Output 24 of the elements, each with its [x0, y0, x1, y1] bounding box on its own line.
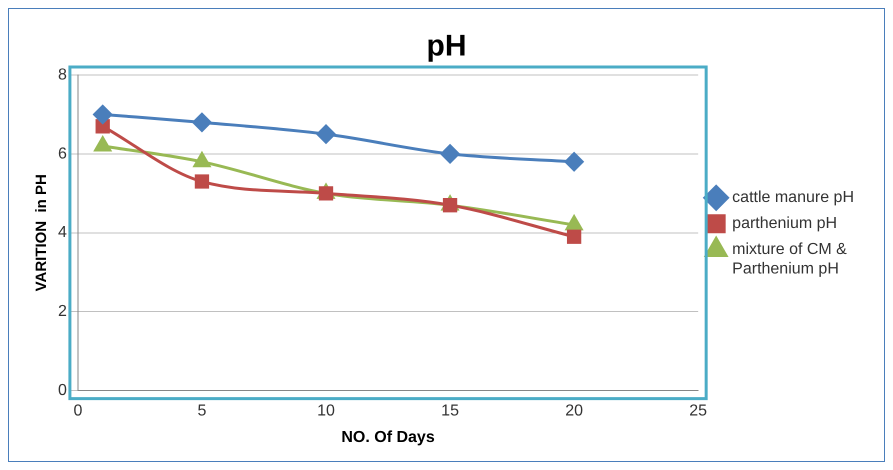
y-tick-label: 4 [58, 224, 67, 242]
y-axis-title: VARITION in PH [33, 174, 50, 292]
legend-label: parthenium pH [732, 215, 838, 232]
point [564, 152, 584, 172]
x-tick-label: 5 [198, 402, 206, 420]
chart-title: pH [426, 29, 466, 62]
legend-label: cattle manure pH [732, 189, 854, 206]
x-axis-title: NO. Of Days [341, 428, 435, 446]
y-tick-label: 6 [58, 145, 67, 162]
y-tick-label: 0 [58, 382, 67, 400]
x-tick-label: 10 [317, 402, 336, 420]
x-tick-label: 25 [689, 402, 708, 420]
point [194, 174, 210, 189]
point [316, 124, 336, 144]
x-tick-label: 0 [73, 402, 82, 420]
point [440, 144, 460, 164]
y-tick-label: 2 [58, 303, 67, 320]
y-tick-label: 8 [58, 66, 67, 84]
point [566, 230, 582, 244]
x-tick-label: 20 [565, 402, 584, 420]
legend-label: mixture of CM & Parthenium pH [732, 241, 848, 278]
x-tick-label: 15 [441, 402, 460, 420]
point [93, 104, 112, 124]
point [192, 112, 212, 132]
